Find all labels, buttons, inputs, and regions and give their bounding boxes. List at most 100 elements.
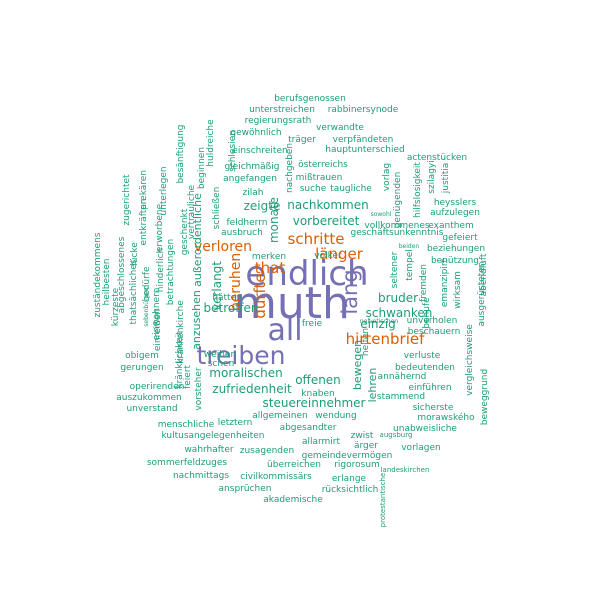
cloud-word: einreißen xyxy=(153,309,163,351)
cloud-word: beruhen xyxy=(228,253,244,312)
cloud-word: angefangen xyxy=(223,174,277,184)
cloud-word: verpfändeten xyxy=(333,135,394,145)
cloud-word: hinderlich xyxy=(156,248,166,293)
cloud-word: nachgeben xyxy=(285,143,295,193)
cloud-word: moralischen xyxy=(209,366,282,380)
cloud-word: beschauern xyxy=(408,327,461,337)
cloud-word: gleichmäßig xyxy=(224,162,279,172)
cloud-word: träger xyxy=(288,135,316,145)
cloud-word: verlangt xyxy=(210,261,224,311)
cloud-word: that xyxy=(255,259,286,277)
cloud-word: muth xyxy=(234,278,350,329)
cloud-word: suche xyxy=(300,184,327,194)
cloud-word: ansprüchen xyxy=(219,484,272,494)
cloud-word: steuereinnehmer xyxy=(263,396,366,410)
cloud-word: kränklichkeit xyxy=(175,331,185,389)
cloud-word: vorsteher xyxy=(194,367,204,411)
cloud-word: prekären xyxy=(139,170,149,210)
cloud-word: vorlagen xyxy=(401,443,441,453)
cloud-word: civilkommissärs xyxy=(240,472,312,482)
cloud-word: abendluft xyxy=(479,253,489,296)
cloud-word: einführen xyxy=(408,383,451,393)
cloud-word: einwohnern xyxy=(152,288,162,341)
cloud-word: offenen xyxy=(295,373,341,387)
cloud-word: letztern xyxy=(218,418,253,428)
cloud-word: hätten xyxy=(212,293,242,303)
cloud-word: länger xyxy=(315,245,364,263)
cloud-word: ausbruch xyxy=(221,228,263,238)
cloud-word: kürzeste xyxy=(111,287,121,326)
cloud-word: sebenbürgen xyxy=(143,287,150,327)
cloud-word: justitia xyxy=(441,163,451,194)
cloud-word: feiert xyxy=(183,365,193,389)
cloud-word: einschreiten xyxy=(232,146,287,156)
cloud-word: actenstücken xyxy=(407,153,467,163)
cloud-word: wirksam xyxy=(453,271,463,309)
cloud-word: zuständekommens xyxy=(93,232,103,317)
cloud-word: annähernd xyxy=(378,372,427,382)
cloud-word: seltener xyxy=(390,251,400,288)
cloud-word: hauptunterschied xyxy=(325,145,404,155)
cloud-word: allgemeinen xyxy=(252,411,308,421)
cloud-word: tempel xyxy=(405,249,415,281)
cloud-word: betroffen xyxy=(204,301,259,315)
cloud-word: feldherrn xyxy=(227,218,268,228)
cloud-word: bedeutenden xyxy=(395,363,455,373)
cloud-word: zwist xyxy=(351,431,374,441)
cloud-word: nachkommen xyxy=(287,198,368,212)
cloud-word: schließen xyxy=(212,187,222,230)
cloud-word: landeskirchen xyxy=(381,466,430,474)
cloud-word: geschenkt xyxy=(180,208,190,255)
cloud-word: krankenkirche xyxy=(176,300,186,364)
cloud-word: aufzulegen xyxy=(430,208,480,218)
cloud-word: schwanken xyxy=(366,306,433,320)
cloud-word: betrachtungen xyxy=(166,239,176,306)
cloud-word: hirtenbrief xyxy=(346,330,426,348)
cloud-word: sicherste xyxy=(413,403,454,413)
cloud-word: vorlag xyxy=(382,163,392,191)
cloud-word: unabweisliche xyxy=(393,424,457,434)
cloud-word: vergleichsweise xyxy=(465,324,475,396)
cloud-word: besänftigung xyxy=(176,124,186,183)
cloud-word: schritte xyxy=(288,230,345,248)
cloud-word: gerungen xyxy=(120,363,163,373)
cloud-word: stammend xyxy=(377,392,425,402)
cloud-word: sowohl xyxy=(371,211,392,218)
cloud-word: unterstreichen xyxy=(249,105,315,115)
cloud-word: taugliche xyxy=(330,184,372,194)
cloud-word: vertrauliche xyxy=(187,184,197,239)
cloud-word: beweggrund xyxy=(480,369,490,425)
cloud-word: außerordentliche xyxy=(191,193,204,287)
cloud-word: auszukommen xyxy=(116,393,182,403)
cloud-word: erlange xyxy=(332,474,367,484)
cloud-word: zugerichtet xyxy=(122,174,132,226)
cloud-word: völker xyxy=(314,251,342,261)
cloud-word: fremden xyxy=(419,264,429,302)
cloud-word: verluste xyxy=(404,351,441,361)
cloud-word: nelvetischen xyxy=(360,318,398,325)
cloud-word: schlesien xyxy=(228,130,238,172)
cloud-word: behufe xyxy=(422,297,432,329)
cloud-word: kultusangelegenheiten xyxy=(161,431,264,441)
cloud-word: berufsgenossen xyxy=(274,94,346,104)
cloud-word: dürfte xyxy=(251,273,269,318)
cloud-word: knaben xyxy=(301,389,334,399)
cloud-word: all xyxy=(267,313,302,348)
cloud-word: geschäftsunkenntnis xyxy=(350,228,443,238)
cloud-word: bruder xyxy=(378,291,418,305)
cloud-word: nachmittags xyxy=(173,471,229,481)
cloud-word: wendung xyxy=(315,411,356,421)
cloud-word: wahrhafter xyxy=(184,445,233,455)
cloud-word: unterlegen xyxy=(159,166,169,215)
cloud-word: zilah xyxy=(243,188,264,198)
cloud-word: genügenden xyxy=(393,172,403,229)
cloud-word: freie xyxy=(302,319,323,329)
cloud-word: sommerfeldzuges xyxy=(147,458,228,468)
cloud-word: abgesandter xyxy=(280,423,337,433)
cloud-word: monate xyxy=(267,197,281,243)
cloud-word: rigorosum xyxy=(334,460,380,470)
cloud-word: exanthem xyxy=(428,221,473,231)
cloud-word: einzig xyxy=(360,317,396,331)
cloud-word: beiden xyxy=(399,243,420,250)
